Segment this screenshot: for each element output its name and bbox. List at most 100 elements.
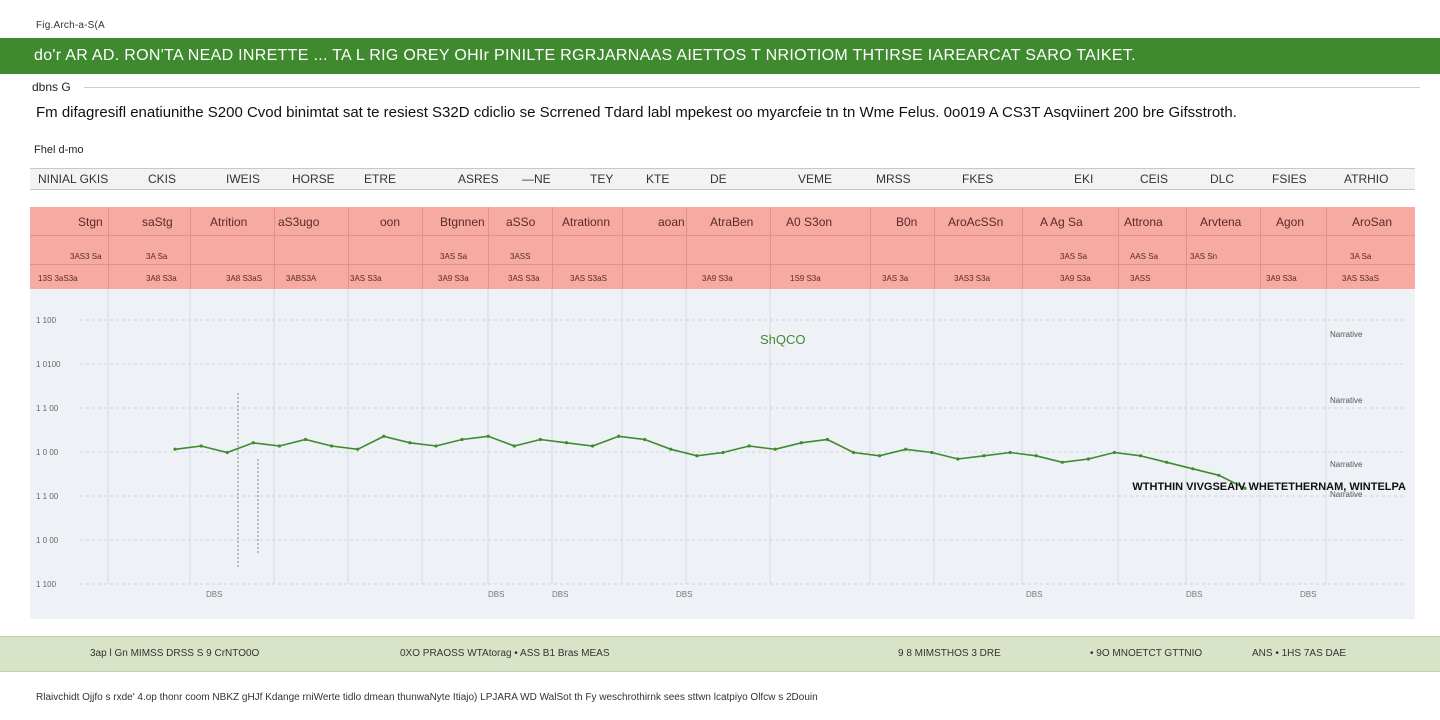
table-cell: 3A8 S3a — [146, 274, 177, 283]
column-header: ATRHIO — [1344, 172, 1389, 186]
series-line — [174, 435, 1246, 490]
description-text: Fm difagresifl enatiunithe S200 Cvod bin… — [36, 104, 1237, 121]
table-col-divider — [1118, 207, 1119, 289]
table-cell: Atrationn — [562, 215, 611, 229]
column-header: KTE — [646, 172, 670, 186]
table-col-divider — [770, 207, 771, 289]
table-cell: 3A9 S3a — [702, 274, 733, 283]
column-header: FSIES — [1272, 172, 1307, 186]
x-tick-label: DBS — [552, 590, 568, 599]
x-tick-label: DBS — [676, 590, 692, 599]
data-point — [356, 447, 360, 451]
table-cell: 3AS S3a — [508, 274, 540, 283]
data-point — [1060, 460, 1064, 464]
data-point — [564, 441, 569, 445]
table-cell: AtraBen — [710, 215, 754, 229]
annotation-label: Narrative — [1330, 460, 1363, 469]
table-col-divider — [274, 207, 275, 289]
table-cell: 3A8 S3aS — [226, 274, 263, 283]
table-row-divider — [30, 235, 1415, 236]
column-header: HORSE — [292, 172, 335, 186]
column-header: EKI — [1074, 172, 1094, 186]
x-tick-label: DBS — [1300, 590, 1316, 599]
section-label: Fhel d-mo — [34, 144, 84, 156]
table-cell: 3AS Sn — [1190, 252, 1218, 261]
table-col-divider — [1022, 207, 1023, 289]
footer-note: Rlaivchidt Ojjfo s rxde' 4.op thonr coom… — [36, 692, 818, 703]
summary-table: Stgn saStg Atrition aS3ugo oon Btgnnen a… — [30, 207, 1415, 289]
summary-item: 3ap l Gn MIMSS DRSS S 9 CrNTO0O — [90, 648, 260, 659]
table-col-divider — [422, 207, 423, 289]
data-point — [1243, 486, 1247, 490]
y-tick-label: 1 0 00 — [36, 536, 59, 545]
table-cell: B0n — [896, 215, 918, 229]
data-point — [408, 441, 412, 445]
peak-label: ShQCO — [760, 332, 806, 347]
table-cell: 13S 3aS3a — [38, 274, 78, 283]
table-cell: Btgnnen — [440, 215, 485, 229]
subheader-label: dbns G — [32, 80, 71, 94]
data-point — [904, 447, 908, 451]
data-point — [225, 450, 229, 455]
table-cell: 3A9 S3a — [1266, 274, 1297, 283]
column-header-row: NINIAL GKIS CKIS IWEIS HORSE ETRE ASRES … — [30, 168, 1415, 190]
table-cell: aS3ugo — [278, 215, 320, 229]
column-header: IWEIS — [226, 172, 261, 186]
column-header: NINIAL GKIS — [38, 172, 109, 186]
table-cell: 3AS 3a — [882, 274, 909, 283]
table-row-divider — [30, 264, 1415, 265]
data-point — [1165, 460, 1169, 464]
title-banner: do'r AR AD. RON'TA NEAD INRETTE ... TA L… — [0, 38, 1440, 74]
data-point — [1034, 454, 1038, 458]
table-col-divider — [190, 207, 191, 289]
table-cell: 3AS S3a — [350, 274, 382, 283]
table-cell: 3ASS — [1130, 274, 1151, 283]
bold-annotation: WTHTHIN VIVGSEAIV WHETETHERNAM, WINTELPA — [1132, 481, 1406, 493]
summary-item: 0XO PRAOSS WTAtorag • ASS B1 Bras MEAS — [400, 648, 610, 659]
subheader-divider — [84, 87, 1420, 88]
data-point — [799, 441, 803, 445]
table-cell: 3AS Sa — [440, 252, 468, 261]
table-cell: oon — [380, 215, 401, 229]
annotation-label: Narrative — [1330, 396, 1363, 405]
data-point — [173, 447, 177, 451]
x-tick-label: DBS — [488, 590, 504, 599]
table-cell: A0 S3on — [786, 215, 833, 229]
column-header: FKES — [962, 172, 994, 186]
table-col-divider — [348, 207, 349, 289]
banner-title: do'r AR AD. RON'TA NEAD INRETTE ... TA L… — [34, 47, 1136, 64]
summary-item: • 9O MNOETCT GTTNIO — [1090, 648, 1203, 659]
x-tick-label: DBS — [1026, 590, 1042, 599]
table-col-divider — [1326, 207, 1327, 289]
data-point — [434, 444, 438, 448]
table-cell: 3A9 S3a — [1060, 274, 1091, 283]
data-point — [1139, 454, 1143, 458]
table-cell: Agon — [1276, 215, 1305, 229]
summary-item: 9 8 MIMSTHOS 3 DRE — [898, 648, 1001, 659]
data-point — [512, 444, 516, 448]
table-col-divider — [1186, 207, 1187, 289]
data-point — [1191, 467, 1195, 471]
data-point — [1086, 457, 1091, 461]
data-point — [643, 437, 647, 442]
data-point — [486, 434, 490, 438]
column-header: MRSS — [876, 172, 911, 186]
table-cell: A Ag Sa — [1040, 215, 1083, 229]
data-point — [1008, 450, 1012, 455]
data-point — [773, 447, 777, 451]
data-point — [329, 444, 334, 448]
bottom-summary-strip: 3ap l Gn MIMSS DRSS S 9 CrNTO0O 0XO PRAO… — [0, 636, 1440, 672]
data-point — [617, 434, 621, 438]
data-point — [460, 437, 464, 442]
table-col-divider — [934, 207, 935, 289]
table-cell: 3ABS3A — [286, 274, 317, 283]
table-cell: 1S9 S3a — [790, 274, 821, 283]
figure-tag: Fig.Arch-a-S(A — [36, 20, 105, 31]
table-cell: AroAcSSn — [948, 215, 1004, 229]
table-cell: 3AS Sa — [1060, 252, 1088, 261]
table-cell: 3AS S3aS — [1342, 274, 1379, 283]
y-tick-label: 1 100 — [36, 316, 57, 325]
data-point — [695, 454, 699, 458]
data-point — [277, 444, 281, 448]
x-tick-label: DBS — [1186, 590, 1202, 599]
